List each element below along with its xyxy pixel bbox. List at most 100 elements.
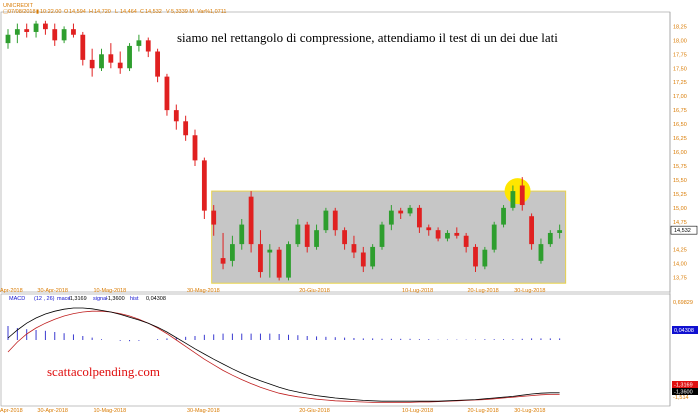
candle-down	[332, 210, 338, 231]
candle-down	[24, 29, 30, 32]
price-x-tick-label: 30-Apr-2018	[37, 288, 68, 294]
candle-up	[491, 224, 497, 250]
close-label: C	[140, 9, 144, 15]
candlestick-series	[5, 20, 563, 281]
candle-up	[557, 230, 563, 233]
price-x-tick-label: 20-Lug-2018	[468, 288, 499, 294]
candle-down	[454, 232, 460, 236]
candle-up	[136, 40, 142, 46]
candle-up	[510, 191, 516, 208]
candle-down	[360, 252, 366, 267]
signal-tag-value: -1,3600	[674, 390, 693, 396]
candle-up	[501, 207, 506, 225]
macd-line	[7, 307, 560, 402]
macd-legend-signal-name: signal	[93, 296, 107, 302]
price-x-tick-label: 10-Lug-2018	[402, 288, 433, 294]
candle-up	[230, 244, 235, 261]
candle-down	[155, 51, 160, 77]
candle-down	[426, 227, 432, 231]
volume-value: 5,3339 M	[171, 9, 194, 15]
candle-down	[276, 249, 282, 278]
axis-labels: 18,25 18,00 17,75 17,50 17,25 17,00 16,75 16,50…	[0, 24, 693, 414]
candle-down	[192, 135, 198, 161]
candle-down	[201, 160, 207, 211]
volume-label: V	[166, 9, 170, 15]
compression-rectangle	[211, 190, 567, 284]
low-value: 14,464	[120, 9, 137, 15]
macd-legend-macd-value: -1,3169	[68, 296, 87, 302]
price-axis-tick-label: 16,75	[673, 108, 687, 114]
macd-tag-box	[672, 381, 698, 388]
candle-down	[164, 76, 170, 111]
macd-tag-value: -1,3169	[674, 383, 693, 389]
price-x-tick-label: 30-Mag-2018	[187, 288, 220, 294]
macd-legend-hist-value: 0,04308	[146, 296, 166, 302]
candle-up	[482, 249, 488, 267]
candle-down	[435, 230, 441, 239]
candle-down	[248, 196, 254, 245]
price-x-tick-label: 30-Lug-2018	[514, 288, 545, 294]
candle-up	[538, 244, 544, 261]
candle-down	[519, 185, 525, 206]
macd-legend-hist-name: hist	[130, 296, 139, 302]
candle-up	[33, 23, 39, 32]
macd-x-tick-label: 20-Lug-2018	[468, 408, 499, 414]
macd-panel-frame	[0, 293, 671, 407]
candle-down	[342, 230, 347, 245]
price-axis-tick-label: 16,00	[673, 150, 687, 156]
price-axis-tick-label: 18,25	[673, 24, 687, 30]
price-axis-tick-label: 16,50	[673, 122, 687, 128]
high-value: 14,720	[94, 9, 111, 15]
macd-x-tick-label: 30-Mag-2018	[187, 408, 220, 414]
candle-down	[304, 224, 310, 247]
candle-down	[108, 54, 114, 63]
candle-down	[398, 210, 404, 214]
watermark-text: scattacolpending.com	[47, 364, 160, 379]
candle-up	[547, 232, 553, 245]
open-value: 14,594	[69, 9, 86, 15]
last-price-tag: 14,532	[670, 225, 698, 235]
macd-series	[7, 307, 561, 403]
symbol-label: UNICREDIT	[3, 3, 34, 9]
macd-axis-tick-label: 0,69829	[673, 300, 693, 306]
macd-x-tick-label: 30-Lug-2018	[514, 408, 545, 414]
candle-up	[314, 230, 319, 247]
macd-params: (12 , 26)	[34, 296, 55, 302]
time-label-icon: ▮	[36, 9, 39, 15]
price-axis-tick-label: 13,75	[673, 276, 687, 282]
close-value: 14,532	[145, 9, 162, 15]
highlight-circle	[504, 178, 531, 205]
price-x-tick-label: Apr-2018	[0, 288, 23, 294]
candle-down	[52, 29, 58, 41]
candle-down	[211, 210, 217, 225]
candle-up	[61, 29, 67, 41]
price-axis-tick-label: 17,75	[673, 52, 687, 58]
candle-up	[14, 29, 20, 35]
annotation-text: siamo nel rettangolo di compressione, at…	[177, 30, 558, 45]
candle-up	[239, 224, 245, 245]
price-axis-tick-label: 17,25	[673, 80, 687, 86]
candle-up	[407, 207, 413, 214]
time-value: 10:22.00	[40, 9, 61, 15]
change-label: Var%	[197, 9, 210, 15]
price-axis-tick-label: 14,75	[673, 220, 687, 226]
price-axis-tick-label: 15,75	[673, 164, 687, 170]
high-label: H	[89, 9, 93, 15]
candle-up	[5, 34, 11, 44]
price-axis-tick-label: 17,50	[673, 66, 687, 72]
price-x-tick-label: 10-Mag-2018	[94, 288, 127, 294]
change-value: 1,0711	[210, 9, 226, 15]
macd-legend-macd-name: macd	[57, 296, 70, 302]
candle-up	[445, 232, 450, 239]
candle-up	[379, 224, 385, 247]
price-axis-tick-label: 16,25	[673, 136, 687, 142]
hist-tag-box	[672, 326, 698, 334]
last-price-tag-box	[670, 225, 698, 235]
macd-x-tick-label: 30-Apr-2018	[37, 408, 68, 414]
macd-x-tick-label: 10-Lug-2018	[402, 408, 433, 414]
candle-down	[71, 29, 76, 35]
candle-down	[43, 23, 48, 30]
ohlc-header: ▢ 07/08/2018 ▮ 10:22.00 O 14,594 H 14,72…	[3, 9, 226, 15]
